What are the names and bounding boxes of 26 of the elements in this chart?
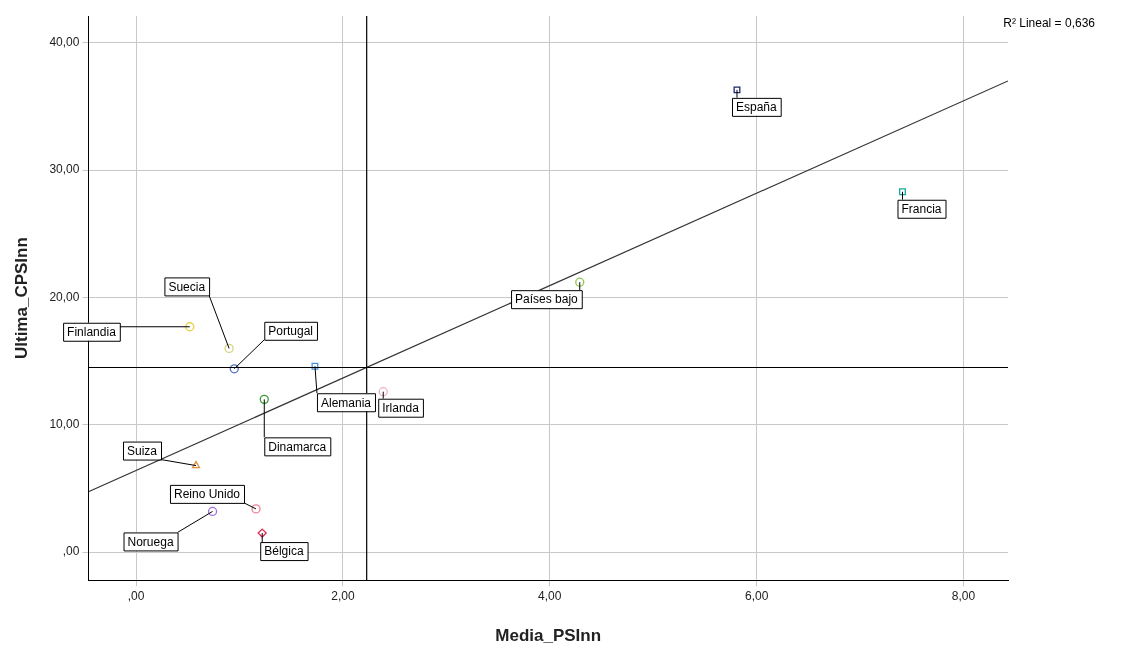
x-axis-title: Media_PSInn <box>495 626 602 646</box>
x-tick-label: 6,00 <box>744 588 769 603</box>
annotation: R² Lineal = 0,636 <box>1003 16 1096 31</box>
x-tick-label: 8,00 <box>951 588 976 603</box>
y-tick-label: 10,00 <box>49 417 80 432</box>
text: Dinamarca <box>268 439 327 454</box>
series-label: España <box>735 100 778 115</box>
series-label: Reino Unido <box>173 487 241 502</box>
series-label: Francia <box>901 202 942 217</box>
text: Noruega <box>127 534 174 549</box>
y-tick-label: 30,00 <box>49 162 80 177</box>
series-label: Irlanda <box>382 401 420 416</box>
y-axis-title: Ultima_CPSInn <box>11 237 31 360</box>
y-tick-label: 40,00 <box>49 35 80 50</box>
text: Portugal <box>268 324 313 339</box>
x-tick-label: 4,00 <box>538 588 562 603</box>
text: Alemania <box>320 395 372 410</box>
text: Suecia <box>168 279 206 294</box>
series-label: Bélgica <box>264 544 304 559</box>
x-tick-label: 2,00 <box>331 588 355 603</box>
text: Suiza <box>126 443 158 458</box>
x-tick-label: ,00 <box>127 588 145 603</box>
series-label: Países bajo <box>515 292 579 307</box>
text: Finlandia <box>67 325 117 340</box>
y-tick-label: 20,00 <box>49 289 80 304</box>
y-tick-label: ,00 <box>62 544 80 559</box>
